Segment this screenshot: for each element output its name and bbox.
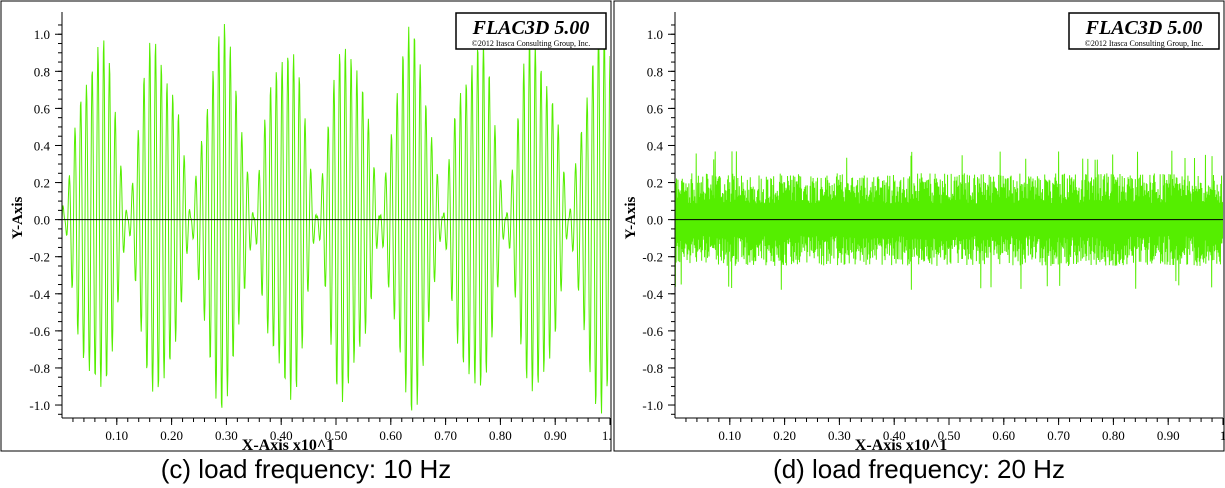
y-tick-label: 0.4 [647, 138, 664, 153]
y-tick-label: 0.4 [34, 138, 51, 153]
x-tick-label: 0.10 [718, 428, 741, 443]
y-tick-label: 0.2 [34, 176, 50, 191]
y-tick-label: 1.0 [647, 27, 663, 42]
series-line [62, 24, 610, 414]
logo-copyright: ©2012 Itasca Consulting Group, Inc. [1085, 39, 1204, 48]
y-tick-label: 1.0 [34, 27, 50, 42]
y-tick-label: 0.0 [647, 213, 663, 228]
y-tick-label: -0.8 [29, 361, 50, 376]
x-tick-label: 1 [1220, 428, 1225, 443]
x-tick-label: 0.50 [938, 428, 961, 443]
y-tick-label: -0.2 [642, 250, 663, 265]
y-tick-label: 0.6 [647, 101, 664, 116]
caption-c: (c) load frequency: 10 Hz [160, 454, 452, 484]
logo-copyright: ©2012 Itasca Consulting Group, Inc. [472, 39, 591, 48]
y-axis-label: Y-Axis [623, 196, 639, 239]
y-tick-label: -0.2 [29, 250, 50, 265]
chart-c-svg: 1.0 0.8 0.6 0.4 0.2 0.0 -0.2 -0.4 -0.6 -0.8 -1.0 0.… [0, 0, 612, 452]
y-tick-label: -1.0 [642, 398, 663, 413]
x-axis-label: X-Axis x10^1 [855, 437, 947, 452]
x-tick-label: 0.20 [773, 428, 796, 443]
x-axis-label: X-Axis x10^1 [242, 437, 334, 452]
x-tick-label: 1.0 [602, 428, 612, 443]
caption-d: (d) load frequency: 20 Hz [773, 454, 1065, 484]
x-tick-label: 0.90 [544, 428, 567, 443]
y-tick-label: 0.2 [647, 176, 663, 191]
y-axis-label: Y-Axis [10, 196, 26, 239]
chart-panel-c: 1.0 0.8 0.6 0.4 0.2 0.0 -0.2 -0.4 -0.6 -0.8 -1.0 0.… [0, 0, 612, 488]
y-tick-label: 0.6 [34, 101, 51, 116]
x-tick-label: 0.90 [1157, 428, 1180, 443]
logo-box [1068, 12, 1220, 50]
chart-panel-d: 1.0 0.8 0.6 0.4 0.2 0.0 -0.2 -0.4 -0.6 -0.8 -1.0 0.… [613, 0, 1225, 488]
logo-box [455, 12, 607, 50]
y-tick-label: -1.0 [29, 398, 50, 413]
x-tick-label: 0.20 [160, 428, 183, 443]
y-tick-label: 0.0 [34, 213, 50, 228]
series-line [675, 150, 1223, 290]
y-tick-label: -0.8 [642, 361, 663, 376]
chart-d-svg: 1.0 0.8 0.6 0.4 0.2 0.0 -0.2 -0.4 -0.6 -0.8 -1.0 0.… [613, 0, 1225, 452]
logo-title: FLAC3D 5.00 [1085, 17, 1203, 39]
y-tick-label: -0.6 [29, 324, 50, 339]
logo-title: FLAC3D 5.00 [472, 17, 590, 39]
x-tick-label: 0.50 [325, 428, 348, 443]
x-tick-label: 0.70 [434, 428, 457, 443]
x-tick-label: 0.60 [379, 428, 402, 443]
x-tick-label: 0.40 [883, 428, 906, 443]
y-tick-label: -0.4 [29, 287, 50, 302]
y-tick-label: 0.8 [34, 64, 50, 79]
y-tick-label: -0.6 [642, 324, 663, 339]
x-tick-label: 0.30 [828, 428, 851, 443]
x-tick-label: 0.30 [215, 428, 238, 443]
x-tick-label: 0.80 [1102, 428, 1125, 443]
x-tick-label: 0.10 [105, 428, 128, 443]
x-tick-label: 0.70 [1047, 428, 1070, 443]
x-tick-label: 0.80 [489, 428, 512, 443]
x-tick-label: 0.40 [270, 428, 293, 443]
x-tick-label: 0.60 [992, 428, 1015, 443]
y-tick-label: -0.4 [642, 287, 663, 302]
y-tick-label: 0.8 [647, 64, 663, 79]
